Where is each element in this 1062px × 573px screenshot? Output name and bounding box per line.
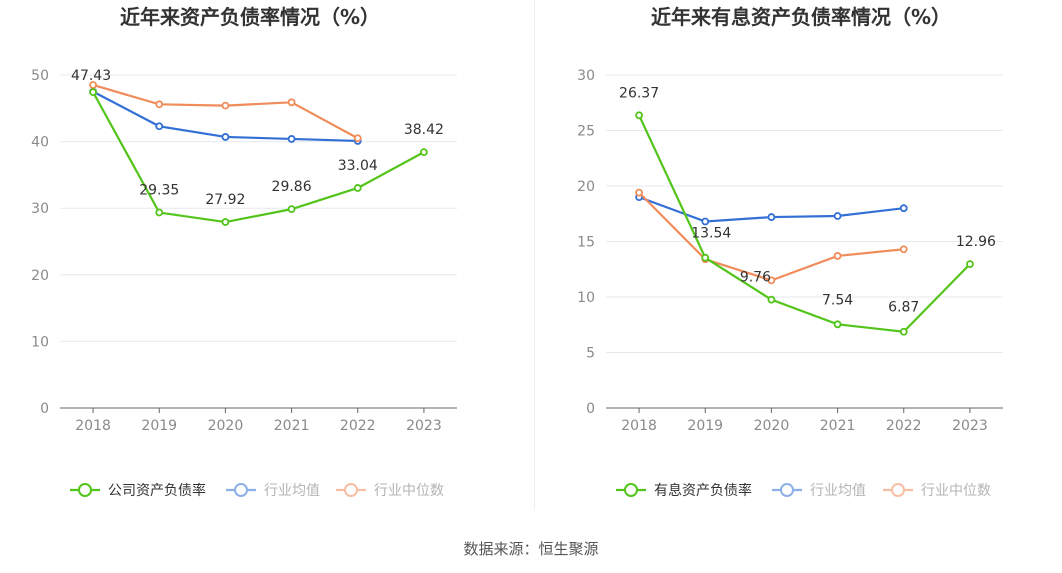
y-tick-label: 10 [31,334,49,350]
data-label: 33.04 [338,158,378,174]
data-label: 9.76 [740,270,771,286]
x-tick-label: 2021 [820,418,856,434]
x-tick-label: 2020 [208,418,244,434]
y-tick-label: 40 [31,135,49,151]
data-point [767,213,776,221]
x-tick-label: 2022 [340,418,376,434]
chart-title: 近年来有息资产负债率情况（%） [651,5,951,29]
y-tick-label: 20 [577,179,595,195]
x-tick-label: 2018 [75,418,111,434]
x-tick-label: 2018 [621,418,657,434]
data-point [353,134,362,143]
y-tick-label: 25 [577,124,595,140]
data-point [966,260,974,269]
x-tick-label: 2022 [886,418,922,434]
legend-item: 行业均值 [772,483,866,499]
data-point [701,253,710,262]
legend-label: 行业均值 [264,483,320,499]
y-tick-label: 30 [577,68,595,84]
data-point [635,111,643,120]
y-tick-label: 30 [31,201,49,217]
data-point [89,88,97,97]
data-point [899,245,908,254]
data-point [221,133,230,141]
panel-divider [534,0,535,510]
x-tick-label: 2019 [141,418,177,434]
data-label: 13.54 [691,226,731,242]
data-label: 12.96 [956,234,996,250]
y-tick-label: 0 [40,401,49,417]
series-line [92,91,425,224]
legend-marker [344,483,358,497]
x-tick-label: 2021 [274,418,310,434]
data-label: 7.54 [822,292,853,308]
chart-title: 近年来资产负债率情况（%） [120,5,380,29]
data-point [221,218,230,226]
interest-bearing-liability-ratio-chart: 近年来有息资产负债率情况（%） 0 5 10 15 20 25 30 2018 2019 2020 2… [577,5,1003,499]
data-point [221,101,230,110]
data-label: 6.87 [888,300,919,316]
data-point [420,148,428,157]
data-point [287,205,296,214]
right-chart-panel: 近年来有息资产负债率情况（%） 0 5 10 15 20 25 30 2018 2019 2020 2… [531,0,1062,520]
data-point [155,208,164,217]
data-point [767,276,776,285]
data-point [155,122,164,131]
data-label: 38.42 [404,122,444,138]
data-point [89,81,97,89]
legend-marker [891,483,905,497]
legend-marker [624,483,638,497]
data-point [899,204,908,213]
x-tick-label: 2023 [952,418,988,434]
legend-label: 行业中位数 [921,483,991,499]
y-tick-label: 50 [31,68,49,84]
data-point [353,184,362,192]
y-tick-label: 5 [586,346,595,362]
data-point [767,295,776,304]
data-point [701,217,710,226]
data-point [635,188,643,197]
data-point [287,135,296,143]
legend-item: 行业均值 [226,483,320,499]
data-source-note: 数据来源：恒生聚源 [463,540,599,558]
data-label: 27.92 [205,192,245,208]
series-line [638,114,971,333]
x-tick-label: 2019 [687,418,723,434]
x-tick-label: 2020 [754,418,790,434]
legend-label: 有息资产负债率 [654,482,752,499]
legend-marker [234,483,248,497]
data-point [155,100,164,109]
legend-marker [78,483,92,497]
legend-item: 行业中位数 [336,483,444,499]
legend-label: 公司资产负债率 [108,482,206,499]
data-label: 26.37 [619,85,659,101]
legend-item: 有息资产负债率 [616,482,752,499]
legend-marker [780,483,794,497]
data-point [833,212,842,220]
data-label: 29.86 [272,179,312,195]
data-point [287,98,296,107]
legend-label: 行业中位数 [374,483,444,499]
y-tick-label: 0 [586,401,595,417]
data-point [833,252,842,260]
data-point [899,327,908,336]
x-tick-label: 2023 [406,418,442,434]
data-label: 47.43 [71,68,111,84]
series-line [638,191,904,282]
data-label: 29.35 [139,183,179,199]
asset-liability-ratio-chart: 近年来资产负债率情况（%） 0 10 20 30 40 50 2018 2019 2020 2021… [31,5,457,499]
legend-item: 公司资产负债率 [70,482,206,499]
legend-label: 行业均值 [810,483,866,499]
data-point [833,320,842,329]
y-tick-label: 10 [577,290,595,306]
legend-item: 行业中位数 [883,483,991,499]
left-chart-panel: 近年来资产负债率情况（%） 0 10 20 30 40 50 2018 2019 2020 2021… [0,0,531,520]
y-tick-label: 20 [31,268,49,284]
y-tick-label: 15 [577,235,595,251]
